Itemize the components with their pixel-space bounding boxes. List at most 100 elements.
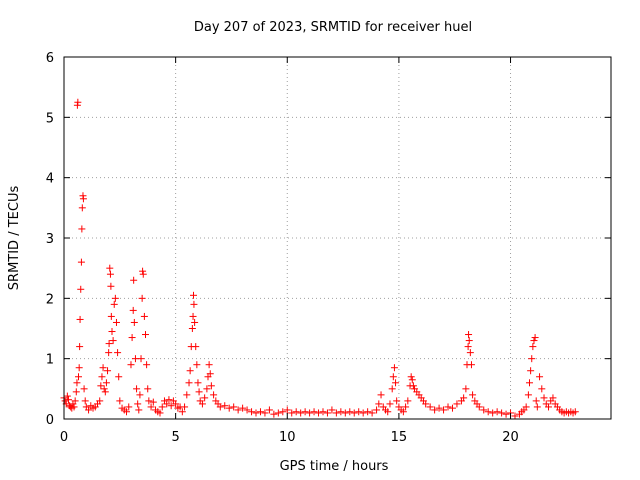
data-point xyxy=(297,409,305,417)
data-point xyxy=(158,403,166,411)
data-point xyxy=(389,373,397,381)
data-point xyxy=(203,385,211,393)
data-point xyxy=(61,397,69,405)
data-point xyxy=(306,409,314,417)
data-point xyxy=(79,195,87,203)
data-point xyxy=(292,408,300,416)
data-point xyxy=(526,379,534,387)
data-point xyxy=(407,373,415,381)
data-point xyxy=(195,388,203,396)
x-tick-label: 20 xyxy=(502,430,519,445)
data-point xyxy=(431,406,439,414)
data-point xyxy=(440,406,448,414)
data-point xyxy=(221,402,229,410)
data-point xyxy=(460,394,468,402)
data-point xyxy=(77,258,85,266)
data-point xyxy=(210,391,218,399)
data-point xyxy=(178,408,186,416)
data-point xyxy=(192,343,200,351)
data-point xyxy=(319,408,327,416)
data-point xyxy=(355,408,363,416)
data-point xyxy=(70,403,78,411)
data-point xyxy=(368,409,376,417)
data-point xyxy=(76,343,84,351)
data-point xyxy=(527,367,535,375)
data-point xyxy=(189,291,197,299)
data-point xyxy=(341,409,349,417)
data-point xyxy=(98,373,106,381)
data-point xyxy=(230,403,238,411)
y-tick-labels: 0 1 2 3 4 5 6 xyxy=(46,51,54,428)
data-point xyxy=(328,406,336,414)
data-point xyxy=(270,410,278,418)
data-point xyxy=(188,325,196,332)
data-point xyxy=(64,396,72,404)
data-point xyxy=(337,408,345,416)
data-point xyxy=(108,328,116,336)
data-point xyxy=(448,404,456,412)
data-point xyxy=(96,397,104,405)
data-point xyxy=(265,406,273,414)
data-point xyxy=(127,361,135,369)
data-point xyxy=(165,396,173,404)
data-point xyxy=(426,403,434,411)
data-point xyxy=(549,394,557,402)
data-point xyxy=(435,404,443,412)
data-point xyxy=(167,402,175,410)
data-point xyxy=(571,408,579,416)
data-point xyxy=(128,334,136,342)
data-point xyxy=(198,400,206,408)
data-point xyxy=(100,385,108,393)
y-tick-label: 5 xyxy=(46,111,54,126)
data-point xyxy=(465,337,473,345)
data-point xyxy=(133,385,141,393)
data-point xyxy=(139,270,147,278)
data-point xyxy=(130,318,138,326)
data-point xyxy=(522,403,530,411)
data-point xyxy=(110,300,118,308)
data-point xyxy=(274,409,282,417)
data-point xyxy=(80,385,88,393)
data-point xyxy=(105,349,113,357)
data-point xyxy=(422,400,430,408)
data-point xyxy=(78,204,86,212)
data-point xyxy=(137,355,145,363)
data-points xyxy=(60,98,579,420)
data-point xyxy=(105,340,113,348)
data-point xyxy=(498,409,506,417)
data-point xyxy=(147,403,155,411)
data-point xyxy=(123,408,131,416)
data-point xyxy=(71,397,79,405)
y-tick-label: 0 xyxy=(46,413,54,428)
data-point xyxy=(115,373,123,381)
data-point xyxy=(106,270,114,278)
data-point xyxy=(524,391,532,399)
data-point xyxy=(145,397,153,405)
data-point xyxy=(536,373,544,381)
data-point xyxy=(323,409,331,417)
data-point xyxy=(465,331,473,339)
data-point xyxy=(532,397,540,405)
data-point xyxy=(225,404,233,412)
data-point xyxy=(283,406,291,414)
data-point xyxy=(234,406,242,414)
data-point xyxy=(143,361,151,369)
data-point xyxy=(107,282,115,290)
data-point xyxy=(511,412,519,420)
data-point xyxy=(489,409,497,417)
data-point xyxy=(493,408,501,416)
data-point xyxy=(480,406,488,414)
data-point xyxy=(125,403,133,411)
data-point xyxy=(530,337,538,345)
x-tick-labels: 0 5 10 15 20 xyxy=(60,430,519,445)
data-point xyxy=(359,409,367,417)
data-point xyxy=(190,300,198,308)
y-tick-label: 2 xyxy=(46,292,54,307)
data-point xyxy=(404,397,412,405)
data-point xyxy=(183,391,191,399)
data-point xyxy=(409,382,417,390)
data-point xyxy=(392,379,400,387)
data-point xyxy=(373,406,381,414)
data-point xyxy=(386,400,394,408)
